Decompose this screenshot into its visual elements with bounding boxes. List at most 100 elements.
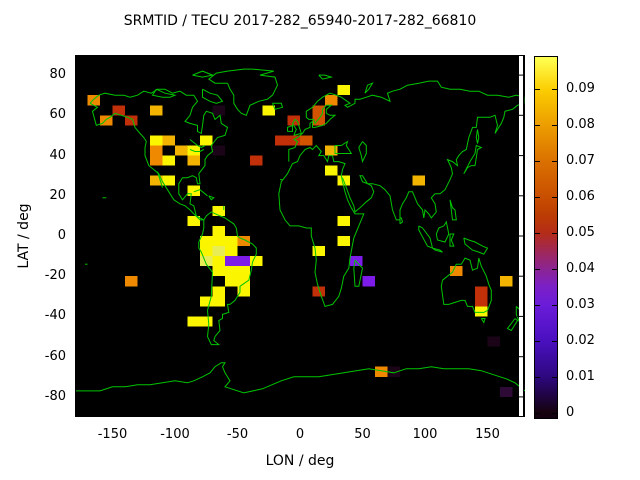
map-heatmap-plot: [75, 55, 525, 417]
y-tick-label: -60: [44, 348, 66, 364]
colorbar-tick-mark: [535, 125, 540, 126]
x-tick-label: 100: [412, 427, 438, 442]
coastline: [463, 144, 483, 174]
colorbar-tick-label: 0.06: [566, 189, 595, 204]
colorbar-tick-label: 0.05: [566, 225, 595, 240]
colorbar-tick-label: 0.03: [566, 297, 595, 312]
heatmap-cell: [212, 296, 225, 307]
heatmap-cell: [112, 105, 125, 116]
colorbar-tick-mark: [535, 413, 540, 414]
heatmap-cell: [337, 85, 350, 96]
colorbar-tick-mark: [535, 269, 540, 270]
coastline: [157, 171, 163, 188]
heatmap-cell: [500, 386, 513, 397]
coastline: [480, 318, 486, 324]
heatmap-cell: [237, 286, 250, 297]
coastline: [75, 362, 525, 394]
heatmap-cell: [187, 185, 200, 196]
heatmap-cell: [212, 256, 225, 267]
colorbar-tick-mark: [535, 89, 540, 90]
coastline: [463, 237, 489, 255]
coastline: [364, 82, 374, 94]
heatmap-cell: [325, 165, 338, 176]
heatmap-cell: [200, 246, 213, 257]
heatmap-cell: [225, 246, 238, 257]
heatmap-cell: [187, 155, 200, 166]
coastline: [506, 318, 519, 332]
heatmap-cell: [125, 115, 138, 126]
heatmap-cell: [325, 145, 338, 156]
heatmap-cell: [237, 266, 250, 277]
colorbar-tick-mark: [552, 89, 557, 90]
colorbar-tick-label: 0.01: [566, 369, 595, 384]
heatmap-cell: [237, 276, 250, 287]
heatmap-cell: [162, 175, 175, 186]
heatmap-cell: [387, 366, 400, 377]
coastline: [449, 199, 457, 221]
heatmap-cell: [312, 115, 325, 126]
colorbar-tick-mark: [535, 197, 540, 198]
heatmap-cell: [212, 246, 225, 257]
x-tick-label: -50: [226, 427, 249, 442]
colorbar-tick-label: 0.07: [566, 153, 595, 168]
heatmap-cell: [187, 215, 200, 226]
heatmap-cell: [450, 266, 463, 277]
heatmap-cell: [200, 296, 213, 307]
heatmap-cell: [212, 286, 225, 297]
coastline: [358, 141, 367, 164]
colorbar-tick-mark: [552, 377, 557, 378]
plot-border: [75, 55, 524, 417]
colorbar-tick-label: 0.02: [566, 333, 595, 348]
heatmap-cell: [475, 306, 488, 317]
heatmap-cell: [237, 236, 250, 247]
heatmap-cell: [212, 266, 225, 277]
colorbar: [534, 56, 558, 419]
coastline: [435, 220, 450, 243]
heatmap-cell: [500, 276, 513, 287]
heatmap-cell: [150, 175, 163, 186]
heatmap-cell: [362, 276, 375, 287]
coastline: [287, 124, 293, 132]
heatmap-cell: [200, 135, 213, 146]
colorbar-tick-label: 0: [566, 405, 575, 420]
coastline: [192, 70, 215, 78]
heatmap-cell: [475, 296, 488, 307]
heatmap-cell: [475, 286, 488, 297]
coastline: [449, 233, 455, 247]
heatmap-cell: [300, 135, 313, 146]
x-tick-label: 150: [475, 427, 500, 442]
heatmap-cell: [200, 256, 213, 267]
heatmap-cell: [287, 135, 300, 146]
colorbar-tick-label: 0.04: [566, 261, 595, 276]
heatmap-cell: [225, 276, 238, 287]
heatmap-cell: [187, 316, 200, 327]
colorbar-tick-mark: [552, 413, 557, 414]
heatmap-cell: [250, 256, 263, 267]
coastline: [272, 102, 284, 110]
colorbar-tick-mark: [552, 161, 557, 162]
heatmap-cell: [150, 145, 163, 156]
coastline: [475, 129, 480, 144]
y-tick-label: 20: [49, 187, 66, 203]
coastline: [189, 149, 205, 152]
y-tick-label: -80: [44, 388, 66, 404]
heatmap-cell: [212, 105, 225, 116]
colorbar-tick-mark: [552, 269, 557, 270]
coastline: [151, 88, 177, 98]
heatmap-cell: [225, 266, 238, 277]
colorbar-tick-mark: [552, 197, 557, 198]
colorbar-tick-mark: [535, 341, 540, 342]
coastline: [278, 144, 365, 308]
heatmap-cell: [212, 145, 225, 156]
coastline: [318, 74, 334, 80]
coastline: [198, 211, 257, 346]
heatmap-cell: [312, 105, 325, 116]
heatmap-cell: [87, 95, 100, 106]
heatmap-cell: [225, 256, 238, 267]
x-tick-label: 0: [295, 427, 305, 442]
heatmap-cell: [150, 155, 163, 166]
colorbar-tick-mark: [552, 305, 557, 306]
y-tick-label: 60: [49, 107, 66, 123]
coastline: [202, 88, 224, 104]
